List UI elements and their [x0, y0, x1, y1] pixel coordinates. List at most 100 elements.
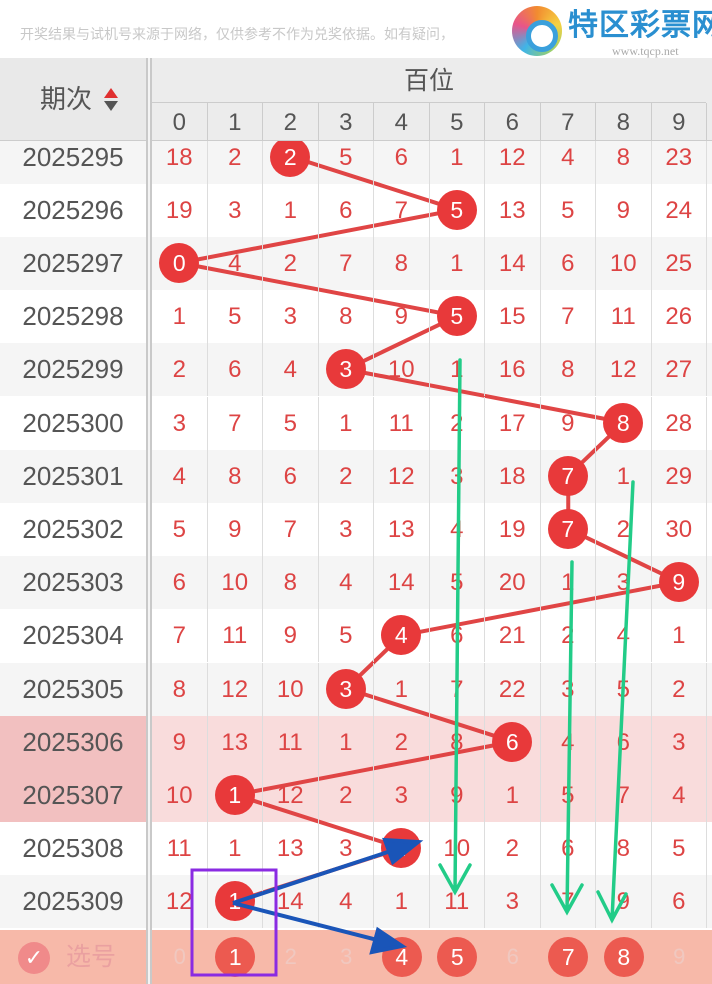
miss-count-cell: 2	[430, 396, 485, 450]
issue-number: 2025308	[22, 833, 124, 864]
table-row[interactable]: 2025296 19 3 1 6 7 5 13 5 9 24	[0, 183, 712, 237]
pick-digit-9[interactable]: 9	[673, 944, 686, 969]
miss-count-cell: 13	[374, 502, 430, 557]
miss-count-cell: 5	[319, 609, 374, 663]
miss-count-cell: 14	[485, 236, 541, 291]
table-row[interactable]: 2025306 9 13 11 1 2 8 6 4 6 3	[0, 715, 712, 769]
pick-digit-0[interactable]: 0	[173, 944, 186, 969]
pick-digit-6[interactable]: 6	[506, 944, 519, 969]
miss-count-cell: 1	[152, 290, 208, 344]
issue-column-header[interactable]: 期次	[0, 58, 146, 141]
miss-count-cell: 1	[430, 236, 485, 291]
miss-count-cell: 13	[208, 715, 263, 769]
issue-number: 2025295	[22, 141, 124, 172]
miss-count-cell: 18	[152, 141, 208, 184]
table-row[interactable]: 2025299 2 6 4 3 10 1 16 8 12 27	[0, 343, 712, 397]
digit-header-6: 6	[485, 103, 541, 141]
miss-count-cell: 16	[485, 343, 541, 397]
miss-count-cell: 1	[208, 822, 263, 876]
table-row[interactable]: 2025305 8 12 10 3 1 7 22 3 5 2	[0, 662, 712, 716]
table-row[interactable]: 2025308 11 1 13 3 4 10 2 6 8 5	[0, 822, 712, 876]
table-row[interactable]: 2025298 1 5 3 8 9 5 15 7 11 26	[0, 290, 712, 344]
miss-count-cell: 5	[596, 662, 652, 716]
miss-count-cell: 10	[208, 556, 263, 610]
miss-count-cell: 1	[319, 715, 374, 769]
picker-label: 选号	[66, 943, 117, 971]
miss-count-cell: 8	[319, 290, 374, 344]
miss-count-cell: 2	[652, 662, 707, 716]
miss-count-cell: 4	[319, 875, 374, 929]
table-row[interactable]: 2025301 4 8 6 2 12 3 18 7 1 29	[0, 449, 712, 503]
pick-digit-3[interactable]: 3	[340, 944, 353, 969]
pick-digit-2[interactable]: 2	[284, 944, 297, 969]
pick-digit-5[interactable]: 5	[430, 930, 486, 984]
pick-digit-4[interactable]: 4	[374, 930, 430, 984]
check-circle-icon[interactable]: ✓	[18, 942, 50, 974]
miss-count-cell: 7	[263, 502, 319, 557]
table-row[interactable]: 2025295 18 2 2 5 6 1 12 4 8 23	[0, 141, 712, 184]
miss-count-cell: 11	[374, 396, 430, 450]
hit-ball: 0	[159, 242, 200, 283]
miss-count-cell: 9	[430, 768, 485, 823]
table-row[interactable]: 2025297 0 4 2 7 8 1 14 6 10 25	[0, 236, 712, 291]
trend-table: 2025295 18 2 2 5 6 1 12 4 8 23 2025296 19 3 1 6 7 5 13 5 9 24…	[0, 141, 712, 930]
miss-count-cell: 8	[152, 662, 208, 716]
miss-count-cell: 11	[208, 609, 263, 663]
issue-number: 2025309	[22, 886, 124, 917]
miss-count-cell: 7	[596, 768, 652, 823]
digit-header-5: 5	[430, 103, 485, 141]
miss-count-cell: 1	[374, 875, 430, 929]
miss-count-cell: 13	[263, 822, 319, 876]
miss-count-cell: 9	[208, 502, 263, 557]
miss-count-cell: 28	[652, 396, 707, 450]
table-row[interactable]: 2025303 6 10 8 4 14 5 20 1 3 9	[0, 556, 712, 610]
hit-cell: 2	[263, 141, 319, 184]
pick-digit-1[interactable]: 1	[208, 930, 264, 984]
pick-digit-7[interactable]: 7	[541, 930, 597, 984]
miss-count-cell: 29	[652, 449, 707, 503]
miss-count-cell: 8	[541, 343, 596, 397]
selected-ball: 1	[215, 937, 256, 977]
miss-count-cell: 4	[430, 502, 485, 557]
hit-ball: 3	[325, 349, 366, 390]
miss-count-cell: 6	[541, 236, 596, 291]
miss-count-cell: 6	[319, 183, 374, 237]
issue-number: 2025305	[22, 673, 124, 704]
table-row[interactable]: 2025309 12 1 14 4 1 11 3 7 9 6	[0, 875, 712, 929]
hit-cell: 7	[541, 502, 596, 557]
miss-count-cell: 3	[152, 396, 208, 450]
miss-count-cell: 2	[596, 502, 652, 557]
issue-number: 2025298	[22, 301, 124, 332]
selected-ball: 4	[381, 937, 422, 977]
table-row[interactable]: 2025300 3 7 5 1 11 2 17 9 8 28	[0, 396, 712, 450]
miss-count-cell: 19	[152, 183, 208, 237]
table-row[interactable]: 2025307 10 1 12 2 3 9 1 5 7 4	[0, 768, 712, 823]
miss-count-cell: 10	[596, 236, 652, 291]
hit-cell: 3	[319, 662, 374, 716]
table-row[interactable]: 2025302 5 9 7 3 13 4 19 7 2 30	[0, 502, 712, 557]
miss-count-cell: 21	[485, 609, 541, 663]
issue-number: 2025300	[22, 407, 124, 438]
miss-count-cell: 5	[541, 183, 596, 237]
hit-cell: 0	[152, 236, 208, 291]
issue-number: 2025296	[22, 194, 124, 225]
miss-count-cell: 9	[596, 183, 652, 237]
pick-digit-8[interactable]: 8	[596, 930, 652, 984]
miss-count-cell: 1	[596, 449, 652, 503]
miss-count-cell: 11	[263, 715, 319, 769]
miss-count-cell: 6	[152, 556, 208, 610]
miss-count-cell: 19	[485, 502, 541, 557]
issue-number: 2025303	[22, 567, 124, 598]
miss-count-cell: 10	[374, 343, 430, 397]
table-row[interactable]: 2025304 7 11 9 5 4 6 21 2 4 1	[0, 609, 712, 663]
sort-icon[interactable]	[104, 88, 118, 114]
miss-count-cell: 11	[430, 875, 485, 929]
hit-ball: 5	[436, 189, 477, 230]
hit-ball: 9	[658, 562, 699, 603]
miss-count-cell: 9	[152, 715, 208, 769]
miss-count-cell: 5	[541, 768, 596, 823]
miss-count-cell: 3	[541, 662, 596, 716]
miss-count-cell: 12	[263, 768, 319, 823]
miss-count-cell: 1	[652, 609, 707, 663]
miss-count-cell: 3	[430, 449, 485, 503]
